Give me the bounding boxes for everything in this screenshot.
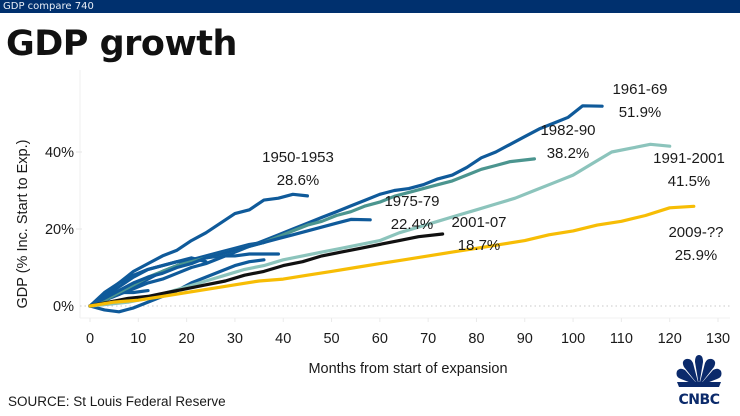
series-line-1954-57: [88, 252, 280, 308]
series-label-value: 25.9%: [675, 247, 718, 264]
x-tick-label: 20: [179, 331, 195, 347]
chart-title: GDP growth: [6, 24, 237, 64]
series-label-name: 2001-07: [451, 214, 506, 231]
series-line-1982-90: [88, 157, 537, 308]
x-tick-label: 50: [323, 331, 339, 347]
cnbc-logo: CNBC: [676, 355, 722, 408]
source-note: SOURCE: St Louis Federal Reserve: [8, 394, 226, 409]
y-tick-label: 0%: [53, 299, 74, 315]
series-label-value: 28.6%: [277, 172, 320, 189]
y-tick-label: 20%: [45, 222, 74, 238]
x-tick-label: 110: [610, 331, 633, 347]
series-label-name: 1982-90: [540, 122, 595, 139]
series-line-2009-: [88, 204, 696, 308]
series-label-value: 38.2%: [547, 145, 590, 162]
x-tick-label: 130: [706, 331, 730, 347]
grid: [76, 70, 730, 322]
series-label-name: 1975-79: [384, 193, 439, 210]
series-label-value: 51.9%: [619, 104, 662, 121]
series-label-value: 18.7%: [458, 237, 501, 254]
series-label-value: 41.5%: [668, 173, 711, 190]
x-tick-label: 10: [130, 331, 146, 347]
series-label-name: 1991-2001: [653, 150, 725, 167]
x-tick-label: 90: [517, 331, 533, 347]
x-tick-label: 30: [227, 331, 243, 347]
y-tick-label: 40%: [45, 145, 74, 161]
x-tick-label: 70: [420, 331, 436, 347]
x-tick-label: 80: [468, 331, 484, 347]
series-group: [88, 104, 696, 314]
y-axis-label: GDP (% Inc. Start to Exp.): [15, 140, 31, 309]
series-label-name: 2009-??: [668, 224, 723, 241]
series-label-value: 22.4%: [391, 216, 434, 233]
series-label-name: 1950-1953: [262, 149, 334, 166]
peacock-icon: [676, 355, 722, 387]
window-titlebar: GDP compare 740: [0, 0, 740, 13]
series-line-1991-2001: [88, 142, 672, 308]
series-labels: 1950-1953 28.6% 1961-69 51.9% 1982-90 38.2% 19…: [262, 81, 725, 264]
x-axis-label: Months from start of expansion: [308, 361, 507, 377]
series-line-2001-07: [88, 232, 445, 308]
series-label-name: 1961-69: [612, 81, 667, 98]
series-line-1975-79: [88, 217, 372, 308]
x-tick-label: 40: [275, 331, 291, 347]
cnbc-wordmark: CNBC: [679, 392, 720, 408]
axes: 0 10 20 30 40 50 60 70 80 90 100 110 120 130 0% 20% 40%: [45, 145, 730, 347]
x-tick-label: 100: [561, 331, 585, 347]
window-title: GDP compare 740: [3, 1, 94, 12]
series-line-1950-1953: [88, 192, 309, 308]
series-line-1961-69: [88, 104, 604, 308]
x-tick-label: 0: [86, 331, 94, 347]
x-tick-label: 120: [658, 331, 682, 347]
x-tick-label: 60: [372, 331, 388, 347]
